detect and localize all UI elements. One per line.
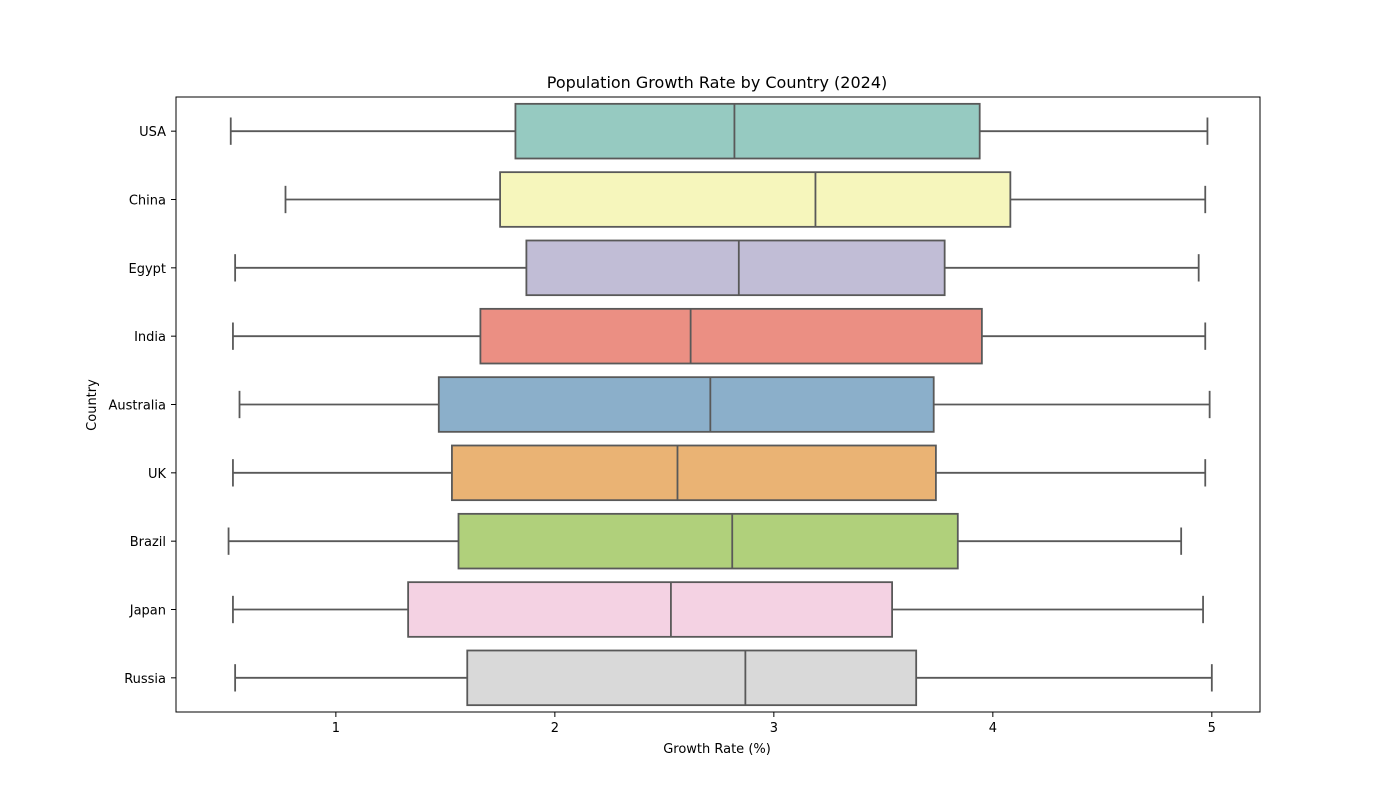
box-china [499, 171, 1012, 228]
box-brazil [457, 512, 959, 570]
y-tick-label: Australia [108, 399, 166, 414]
y-tick-label: Russia [124, 672, 166, 687]
x-tick-label: 1 [332, 721, 340, 736]
box-russia [466, 649, 918, 707]
y-tick-label: Egypt [128, 262, 166, 277]
box-egypt [525, 239, 946, 297]
box-japan [407, 581, 893, 638]
x-axis-title: Growth Rate (%) [663, 742, 771, 757]
y-tick-label: China [129, 194, 166, 209]
box-australia [437, 376, 935, 433]
y-tick-label: Brazil [130, 535, 166, 550]
box-uk [451, 444, 937, 502]
plot-area: 1 2 3 4 5 USA China Egypt India Australia UK Brazil… [108, 96, 1261, 736]
y-tick-label: Japan [129, 604, 166, 619]
x-tick-label: 3 [770, 721, 778, 736]
box-usa [514, 102, 981, 160]
chart-title: Population Growth Rate by Country (2024) [547, 73, 887, 92]
x-tick-label: 2 [551, 721, 559, 736]
x-tick-label: 4 [989, 721, 997, 736]
y-tick-label: UK [148, 467, 167, 482]
y-tick-label: USA [139, 125, 166, 140]
box-india [479, 307, 983, 365]
x-tick-label: 5 [1208, 721, 1216, 736]
y-tick-label: India [134, 330, 166, 345]
y-axis-title: Country [85, 379, 100, 431]
